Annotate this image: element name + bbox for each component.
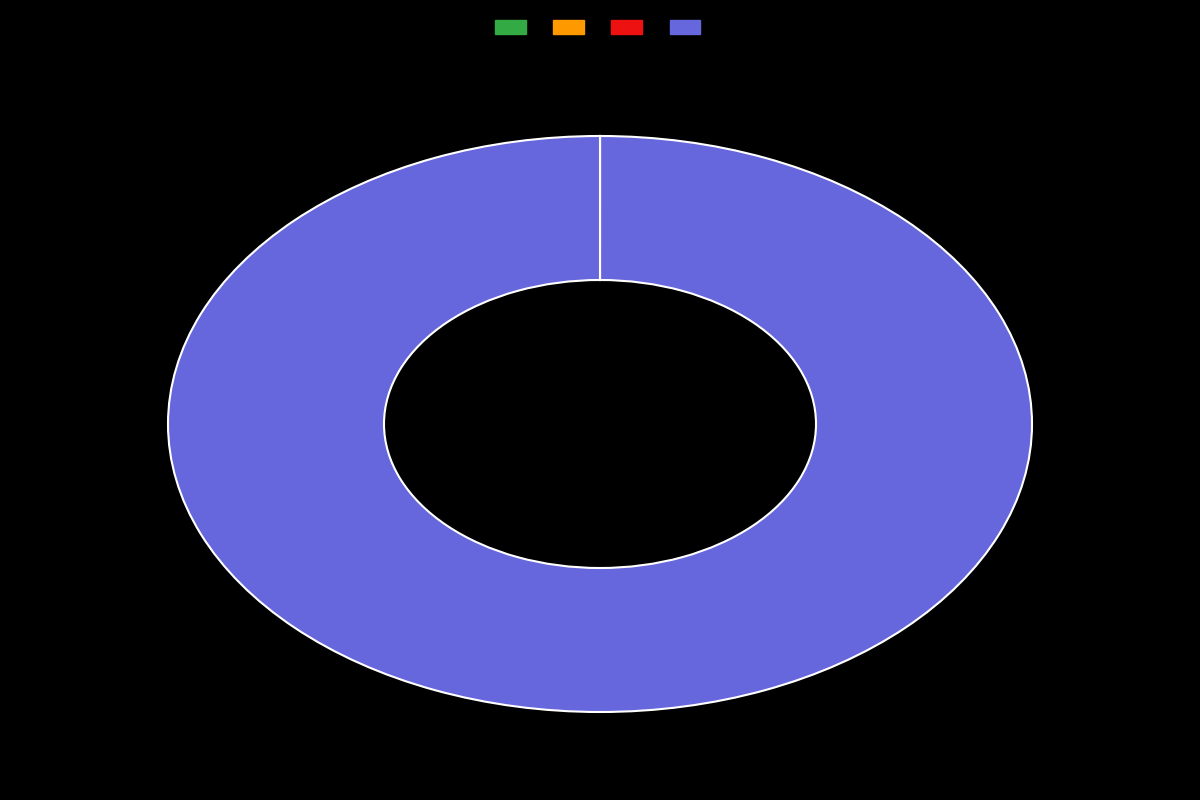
Legend: , , , : , , , xyxy=(490,14,710,42)
Wedge shape xyxy=(168,136,1032,712)
